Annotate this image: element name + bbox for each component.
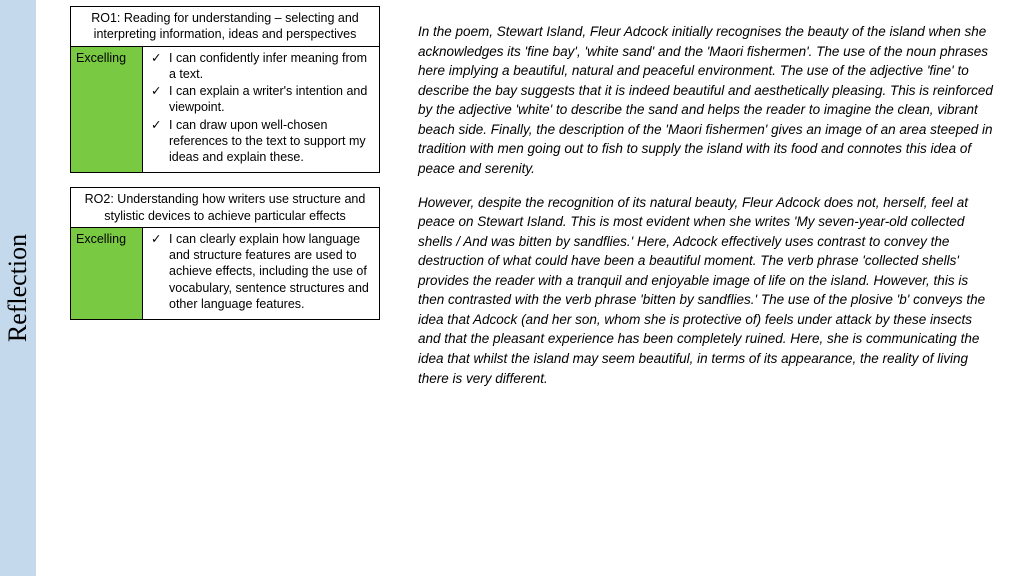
rubric-header: RO2: Understanding how writers use struc… xyxy=(71,188,379,228)
rubric-header: RO1: Reading for understanding – selecti… xyxy=(71,7,379,47)
essay-paragraph: In the poem, Stewart Island, Fleur Adcoc… xyxy=(418,22,998,179)
rubric-item: I can explain a writer's intention and v… xyxy=(149,83,373,116)
rubric-ro2: RO2: Understanding how writers use struc… xyxy=(70,187,380,320)
essay-paragraph: However, despite the recognition of its … xyxy=(418,193,998,389)
rubric-item: I can confidently infer meaning from a t… xyxy=(149,50,373,83)
rubrics-column: RO1: Reading for understanding – selecti… xyxy=(70,6,380,320)
rubric-ro1: RO1: Reading for understanding – selecti… xyxy=(70,6,380,173)
rubric-body: Excelling I can clearly explain how lang… xyxy=(71,228,379,319)
rubric-item: I can clearly explain how language and s… xyxy=(149,231,373,312)
essay-text: In the poem, Stewart Island, Fleur Adcoc… xyxy=(418,22,998,388)
rubric-descriptors: I can clearly explain how language and s… xyxy=(143,228,379,319)
reflection-sidebar: Reflection xyxy=(0,0,36,576)
rubric-body: Excelling I can confidently infer meanin… xyxy=(71,47,379,173)
rubric-descriptors: I can confidently infer meaning from a t… xyxy=(143,47,379,173)
rubric-level: Excelling xyxy=(71,228,143,319)
sidebar-label: Reflection xyxy=(3,234,33,342)
rubric-level: Excelling xyxy=(71,47,143,173)
rubric-item: I can draw upon well-chosen references t… xyxy=(149,117,373,166)
